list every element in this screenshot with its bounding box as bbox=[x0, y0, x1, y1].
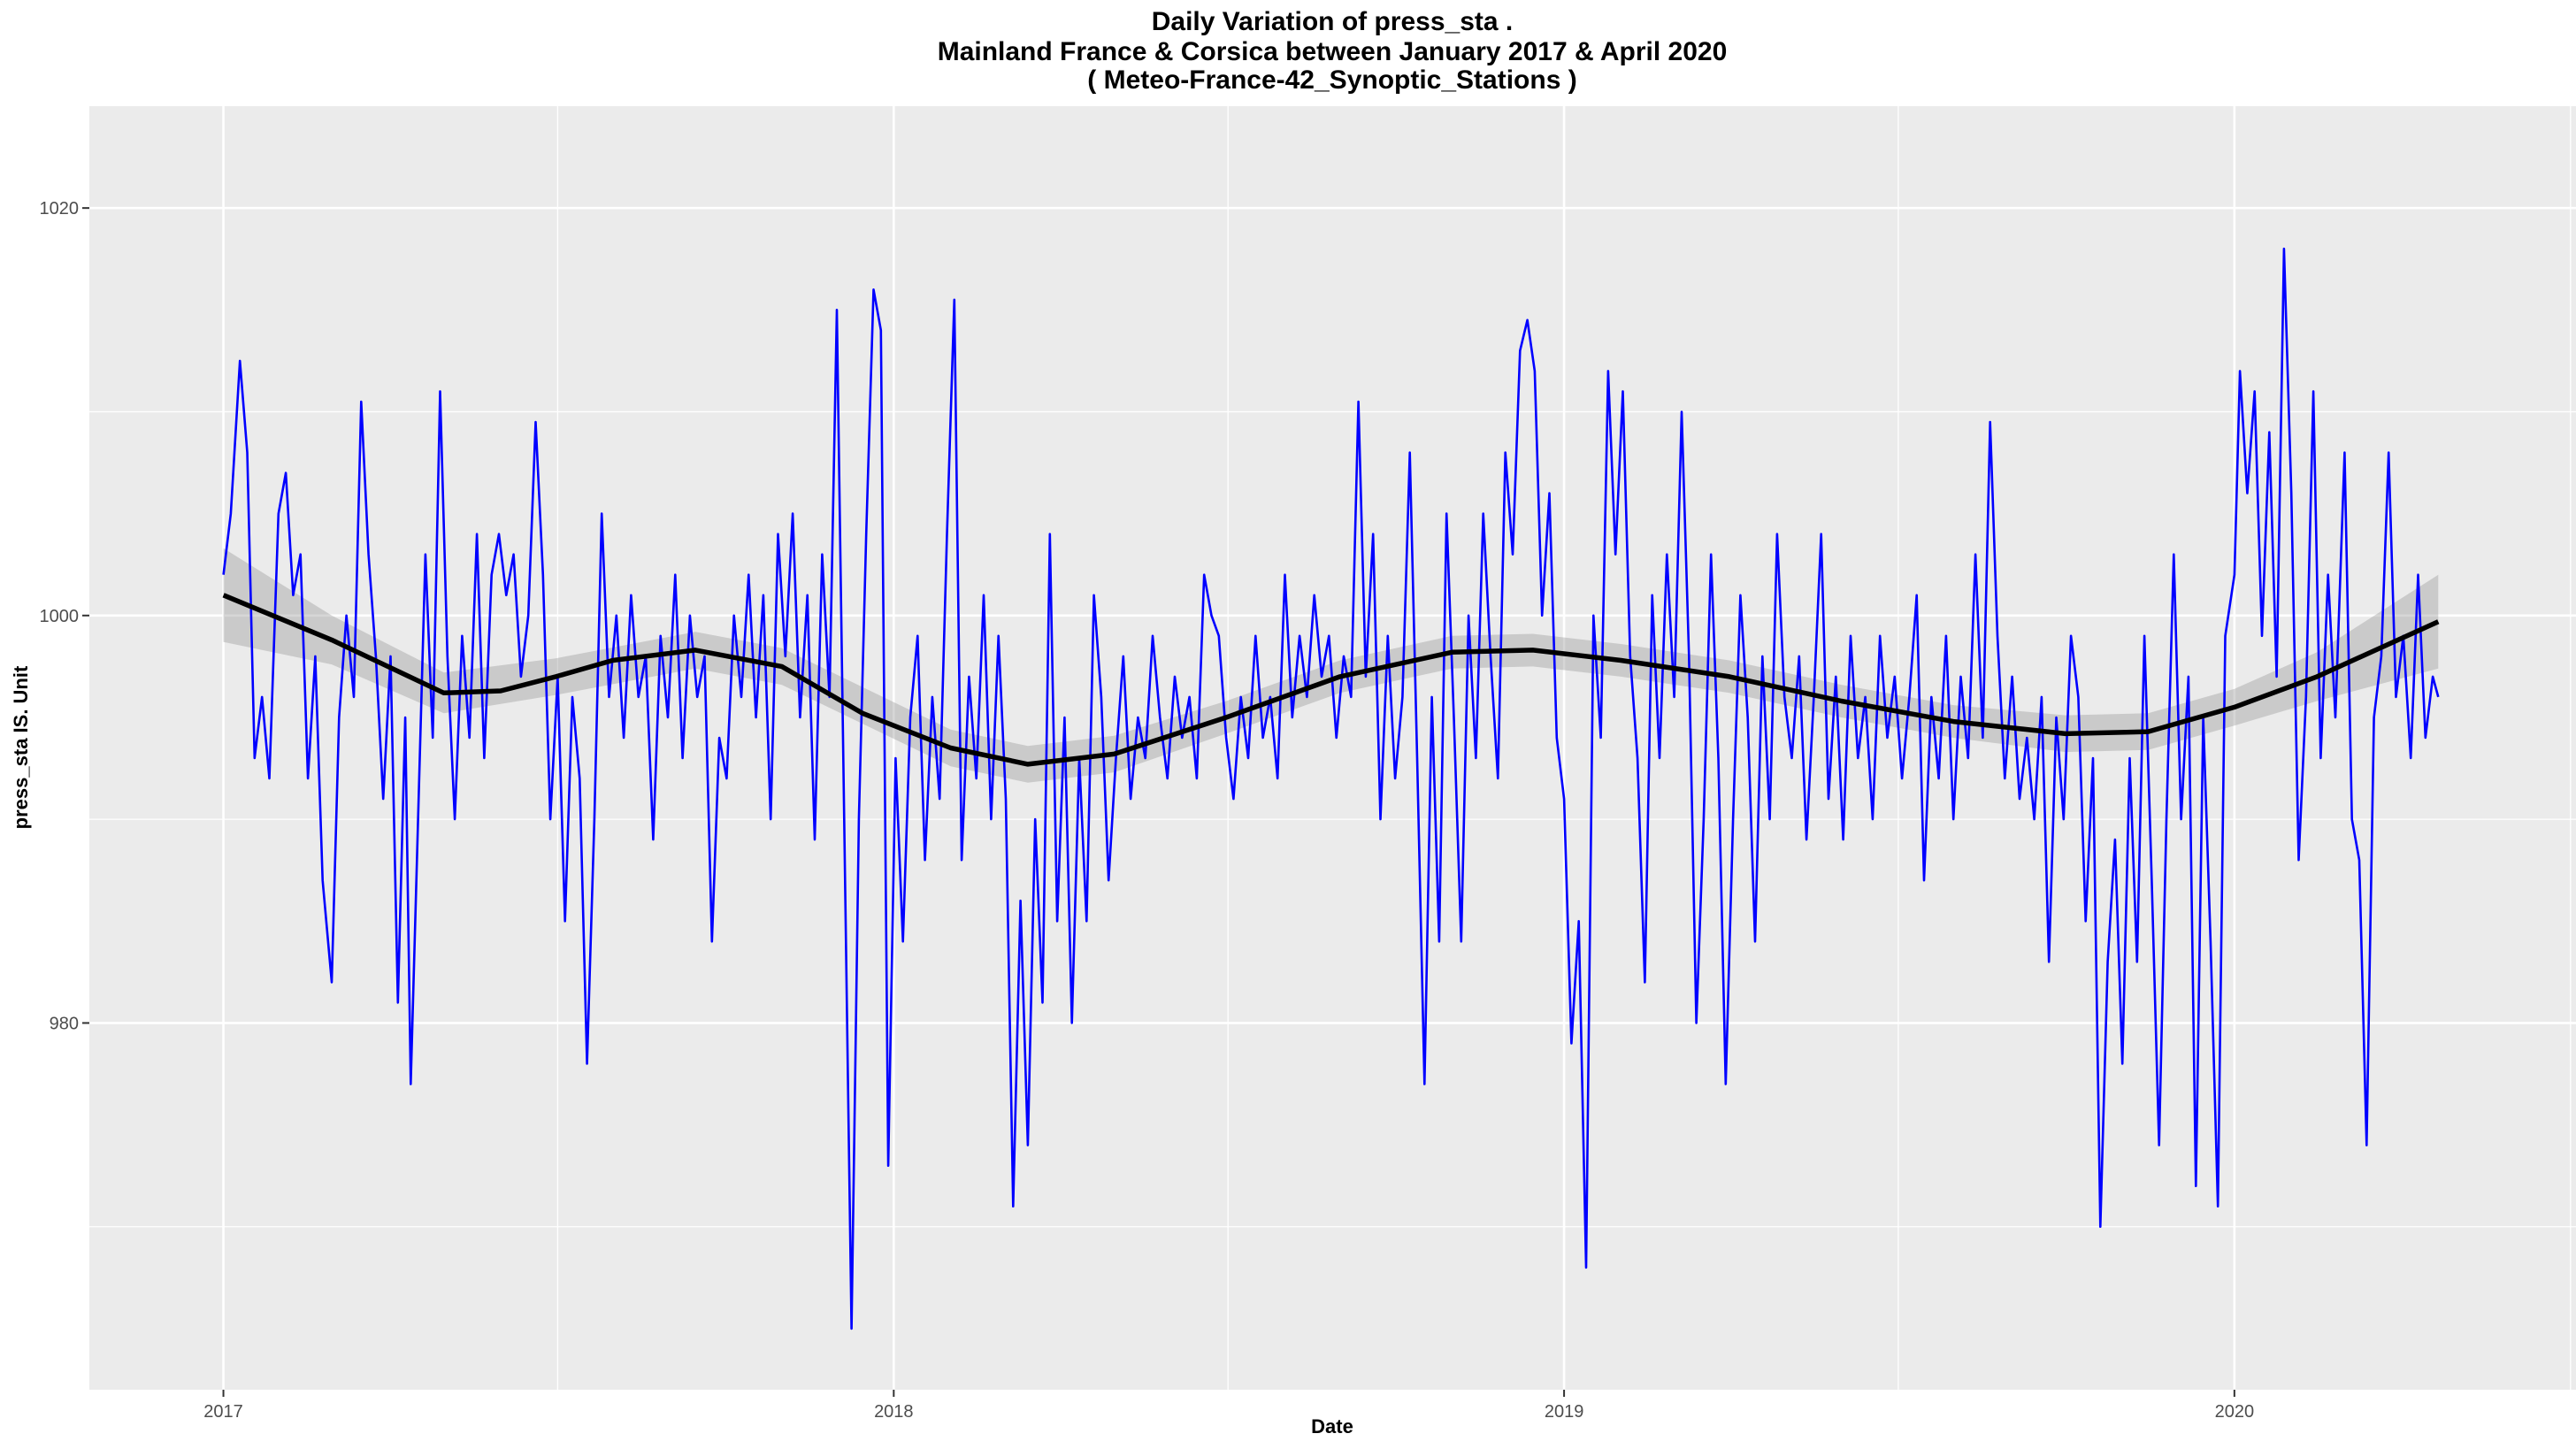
y-tick-label: 1020 bbox=[40, 199, 80, 218]
y-axis-tick-labels: 980 1000 1020 bbox=[40, 199, 80, 1033]
chart-source-line: ( Meteo-France-42_Synoptic_Stations ) bbox=[1087, 65, 1576, 95]
x-tick-label: 2019 bbox=[1545, 1402, 1584, 1422]
y-axis-title: press_sta IS. Unit bbox=[10, 665, 32, 829]
grid-major bbox=[89, 106, 2576, 1390]
chart-subtitle-line: Mainland France & Corsica between Januar… bbox=[938, 37, 1728, 66]
x-axis-tick-labels: 2017 2018 2019 2020 bbox=[203, 1402, 2254, 1422]
smooth-trend-line bbox=[222, 593, 2440, 767]
daily-pressure-line bbox=[222, 247, 2440, 1330]
y-tick-label: 980 bbox=[50, 1014, 79, 1033]
chart-title-line: Daily Variation of press_sta . bbox=[1152, 7, 1514, 36]
axis-ticks bbox=[82, 207, 2235, 1397]
x-axis-title: Date bbox=[1311, 1415, 1353, 1438]
x-tick-label: 2017 bbox=[203, 1402, 243, 1422]
grid-minor bbox=[89, 106, 2576, 1390]
x-tick-label: 2018 bbox=[874, 1402, 914, 1422]
x-tick-label: 2020 bbox=[2215, 1402, 2255, 1422]
y-tick-label: 1000 bbox=[40, 607, 80, 626]
plot-panel bbox=[89, 106, 2576, 1390]
chart-title: Daily Variation of press_sta . Mainland … bbox=[938, 7, 1728, 95]
